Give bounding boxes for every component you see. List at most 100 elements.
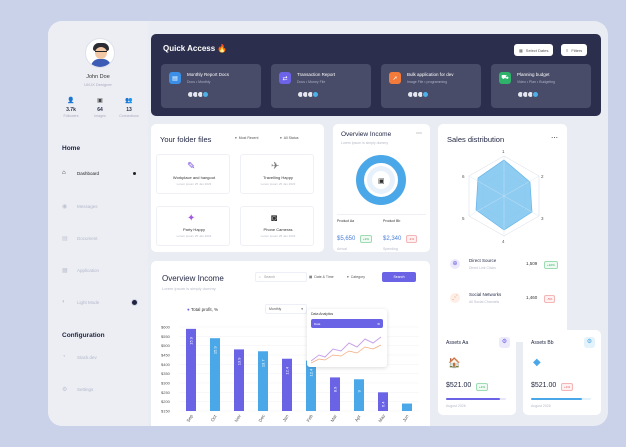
bar-value-label: 15.9 bbox=[213, 346, 218, 355]
bar-value-label: 15.9 bbox=[189, 336, 194, 345]
cart-icon: ⛟ bbox=[499, 72, 511, 84]
message-icon: ◉ bbox=[62, 203, 68, 210]
avatar-group bbox=[297, 91, 319, 98]
chevron-down-icon: ▾ bbox=[301, 307, 303, 311]
mini-select[interactable]: Data ⚙ bbox=[311, 319, 383, 328]
radar-chart: 1 2 3 4 5 6 bbox=[462, 149, 544, 244]
chart-legend: ● Total profit, % bbox=[187, 307, 219, 312]
avatar-group bbox=[517, 91, 539, 98]
house-icon: 🏠 bbox=[448, 358, 461, 369]
nav-light-mode[interactable]: ◐ Light Mode bbox=[62, 296, 140, 308]
app-window: John Doe UI/UX Designer 👤 3.7k Followers… bbox=[48, 21, 608, 426]
x-tick-label: Jan bbox=[282, 413, 290, 422]
link-icon: ⊕ bbox=[450, 259, 460, 269]
folder-phone-cameras[interactable]: ◙ Phone Cameras Lorem ipsum 25 Jan 2023 bbox=[240, 206, 314, 246]
settings-icon[interactable]: ⚙ bbox=[499, 337, 510, 348]
radar-tick-1: 1 bbox=[502, 149, 505, 154]
bar-jan[interactable] bbox=[282, 358, 292, 411]
radar-tick-4: 4 bbox=[502, 239, 505, 244]
quick-card-transaction-report[interactable]: ⇄ Transaction Report Docs • Money File bbox=[271, 64, 371, 108]
source-row-social[interactable]: ⋰ Social Networks All Social Channels 1,… bbox=[444, 290, 561, 310]
bar-value-label: 3.4 bbox=[405, 412, 410, 418]
home-icon: ⌂ bbox=[62, 170, 66, 176]
date-time-dropdown[interactable]: ▦ Date & Time bbox=[309, 275, 334, 279]
bar-value-label: 13.9 bbox=[237, 357, 242, 366]
party-icon: ✦ bbox=[187, 213, 196, 224]
y-tick-label: $500 bbox=[161, 343, 171, 348]
avatar[interactable] bbox=[85, 38, 115, 68]
bar-value-label: 12.4 bbox=[309, 368, 314, 377]
home-section-title: Home bbox=[62, 145, 81, 152]
quick-card-bulk-application[interactable]: ➚ Bulk application for dev Image File • … bbox=[381, 64, 481, 108]
folder-workplace[interactable]: ✎ Workplace and hangout Lorem ipsum 25 J… bbox=[156, 154, 230, 194]
clock-icon: ◔ bbox=[62, 354, 66, 360]
y-tick-label: $200 bbox=[161, 399, 171, 404]
bar-feb[interactable] bbox=[306, 360, 316, 411]
source-row-direct[interactable]: ⊕ Direct Source Direct Link Clicks 1,509… bbox=[444, 256, 561, 276]
bar-jun[interactable] bbox=[402, 403, 412, 411]
select-dates-button[interactable]: ▦ Select Dates bbox=[514, 44, 554, 56]
camera-icon: ◙ bbox=[271, 213, 278, 224]
nav-document[interactable]: ▤ Document bbox=[62, 235, 98, 242]
rocket-icon: ➚ bbox=[389, 72, 401, 84]
bar-apr[interactable] bbox=[354, 379, 364, 411]
sales-distribution-panel: Sales distribution ⋯ 1 2 3 4 5 6 ⊕ Direc… bbox=[438, 124, 567, 342]
calendar-icon: ▦ bbox=[309, 275, 313, 279]
theme-toggle[interactable] bbox=[131, 298, 138, 306]
bar-oct[interactable] bbox=[210, 338, 220, 411]
active-dot bbox=[133, 171, 136, 175]
nav-dashboard[interactable]: ⌂ Dashboard bbox=[62, 167, 140, 179]
sort-icon: ▾ bbox=[235, 135, 237, 140]
period-dropdown[interactable]: Monthly ▾ bbox=[265, 304, 307, 314]
quick-card-planning-budget[interactable]: ⛟ Planning budget Video • Plan • Budgeti… bbox=[491, 64, 591, 108]
asset-card-a[interactable]: Assets Aa ⚙ 🏠 $521.00 +1% August 2026 bbox=[438, 330, 516, 415]
income-bar-chart: $600 $550 $500 $450 $400 $350 $300 $250 $200 $150… bbox=[161, 325, 419, 424]
data-analytics-card[interactable]: Data Analytics Data ⚙ bbox=[307, 309, 387, 367]
overview-small-title: Overview Income bbox=[341, 131, 392, 138]
bar-dec[interactable] bbox=[258, 351, 268, 411]
sort-dropdown[interactable]: ▾ Most Recent bbox=[235, 135, 259, 140]
x-tick-label: Dec bbox=[258, 413, 267, 423]
more-icon[interactable]: ⋯ bbox=[416, 131, 422, 137]
settings-icon[interactable]: ⚙ bbox=[584, 337, 595, 348]
y-tick-label: $400 bbox=[161, 362, 171, 367]
folder-files-title: Your folder files bbox=[160, 135, 212, 144]
filters-button[interactable]: ≡ Filters bbox=[561, 44, 588, 56]
folder-party[interactable]: ✦ Party Happy Lorem ipsum 25 Jan 2023 bbox=[156, 206, 230, 246]
x-tick-label: Nov bbox=[234, 413, 243, 423]
y-tick-label: $350 bbox=[161, 371, 171, 376]
filter-icon: ▾ bbox=[280, 135, 282, 140]
bar-sep[interactable] bbox=[186, 328, 196, 411]
document-icon: ▤ bbox=[62, 235, 68, 242]
more-icon[interactable]: ⋯ bbox=[551, 135, 558, 142]
user-icon: 👤 bbox=[67, 98, 75, 104]
radar-tick-6: 6 bbox=[462, 174, 465, 179]
quick-card-monthly-report[interactable]: ▤ Monthly Report Docs Docs • Monthly bbox=[161, 64, 261, 108]
bar-nov[interactable] bbox=[234, 349, 244, 411]
category-dropdown[interactable]: ▾ Category bbox=[347, 275, 365, 279]
bar-may[interactable] bbox=[378, 392, 388, 411]
bar-mar[interactable] bbox=[330, 377, 340, 411]
y-tick-label: $300 bbox=[161, 381, 171, 386]
search-button[interactable]: Search bbox=[382, 272, 416, 282]
user-name: John Doe bbox=[86, 74, 110, 80]
stat-images: ▣ 64 Images bbox=[87, 97, 113, 118]
x-tick-label: Feb bbox=[306, 413, 314, 423]
asset-card-b[interactable]: Assets Bb ⚙ ◆ $521.00 +1% August 2026 bbox=[523, 330, 601, 415]
gear-icon: ⚙ bbox=[377, 321, 380, 326]
share-icon: ⋰ bbox=[450, 293, 460, 303]
profile-stats: 👤 3.7k Followers ▣ 64 Images 👥 13 Connec… bbox=[58, 97, 142, 118]
nav-application[interactable]: ▦ Application bbox=[62, 267, 100, 274]
overview-income-title: Overview Income bbox=[162, 274, 224, 283]
paint-icon: ✎ bbox=[187, 161, 196, 172]
status-dropdown[interactable]: ▾ All Status bbox=[280, 135, 299, 140]
x-tick-label: May bbox=[377, 413, 386, 424]
asset-b-progress bbox=[531, 398, 591, 400]
nav-stack-dev[interactable]: ◔ Stack.dev bbox=[62, 354, 97, 360]
nav-settings[interactable]: ⚙ Settings bbox=[62, 386, 94, 393]
nav-messages[interactable]: ◉ Messages bbox=[62, 203, 98, 210]
stat-connections: 👥 13 Connections bbox=[116, 97, 142, 118]
stat-followers: 👤 3.7k Followers bbox=[58, 97, 84, 118]
folder-travelling[interactable]: ✈ Travelling Happy Lorem ipsum 25 Jan 20… bbox=[240, 154, 314, 194]
search-input[interactable]: ⌕ Search bbox=[255, 272, 307, 282]
